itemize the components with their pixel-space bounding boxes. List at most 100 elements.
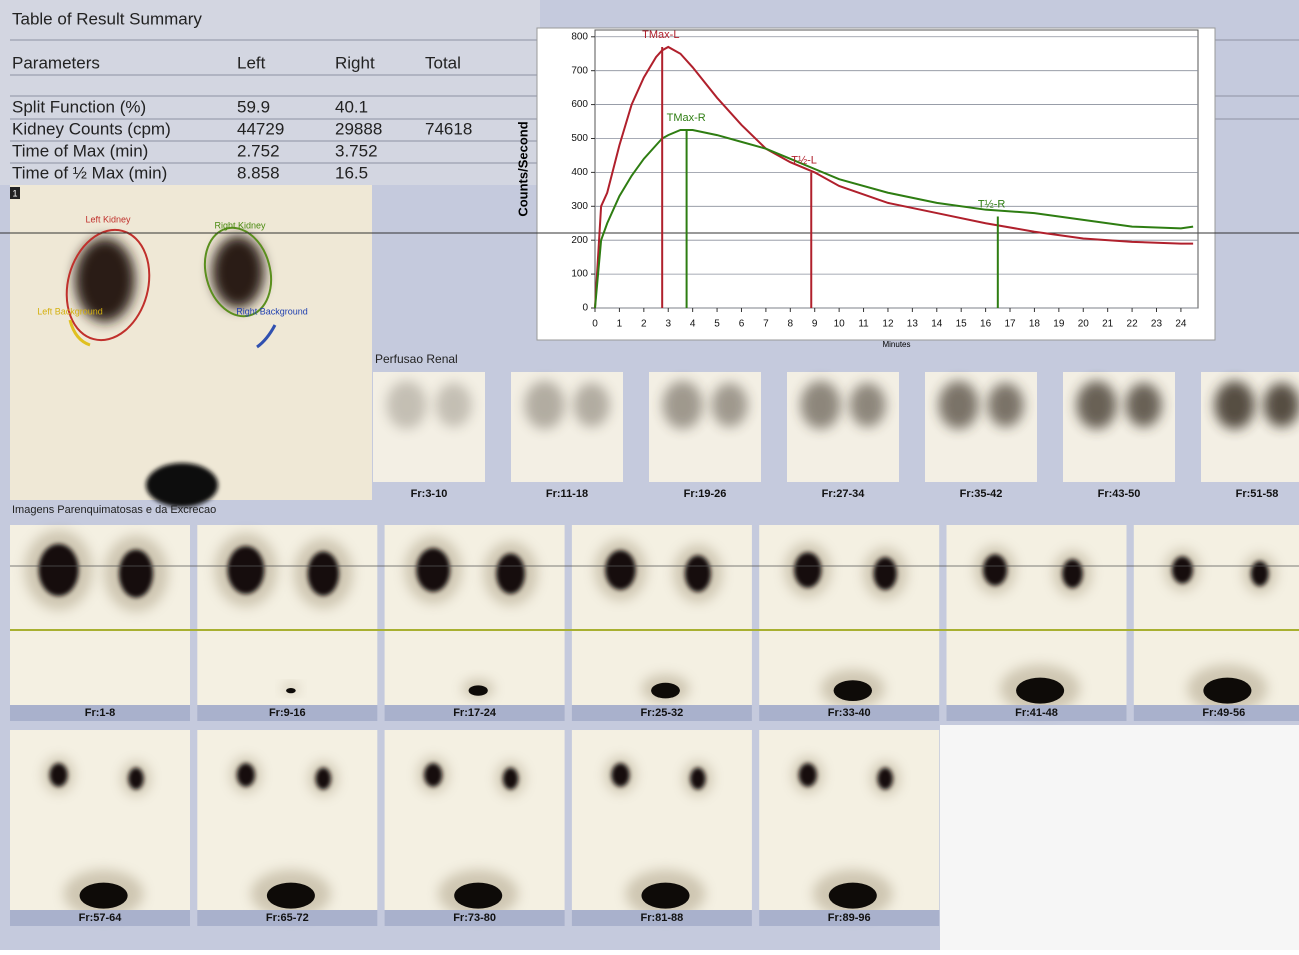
roi-image bbox=[10, 185, 372, 500]
y-axis-label: Counts/Second bbox=[515, 121, 530, 216]
excretion-frame bbox=[759, 525, 940, 721]
x-tick-label: 10 bbox=[834, 319, 846, 330]
kidney bbox=[662, 381, 703, 429]
thumbnail bbox=[373, 372, 485, 482]
y-tick-label: 800 bbox=[571, 31, 588, 42]
x-tick-label: 23 bbox=[1151, 319, 1163, 330]
kidney bbox=[611, 763, 630, 787]
excretion-frame bbox=[571, 525, 752, 721]
kidney bbox=[711, 383, 748, 427]
frame-label: Fr:65-72 bbox=[266, 912, 309, 924]
table-header: Total bbox=[425, 53, 461, 72]
x-tick-label: 2 bbox=[641, 319, 647, 330]
kidney bbox=[1263, 383, 1299, 427]
roi-label: Right Background bbox=[236, 306, 308, 316]
excretion-frame bbox=[384, 525, 565, 721]
marker-box bbox=[10, 187, 20, 199]
label-bar bbox=[1133, 705, 1299, 721]
frame-label: Fr:73-80 bbox=[453, 912, 496, 924]
kidney bbox=[684, 555, 711, 592]
table-cell: 8.858 bbox=[237, 163, 280, 182]
frame-label: Fr:25-32 bbox=[641, 707, 684, 719]
x-tick-label: 4 bbox=[690, 319, 696, 330]
thumbnail bbox=[511, 372, 623, 482]
x-tick-label: 13 bbox=[907, 319, 919, 330]
kidney bbox=[1250, 561, 1269, 587]
kidney bbox=[524, 381, 565, 429]
kidney bbox=[1214, 381, 1255, 429]
kidney bbox=[38, 544, 79, 596]
y-tick-label: 700 bbox=[571, 65, 588, 76]
frame-label: Fr:9-16 bbox=[269, 707, 306, 719]
excretion-frame bbox=[1133, 525, 1299, 721]
kidney bbox=[128, 767, 144, 790]
kidney bbox=[938, 381, 979, 429]
perfusion-frame bbox=[1201, 372, 1299, 482]
frame-label: Fr:89-96 bbox=[828, 912, 871, 924]
perfusion-frame bbox=[511, 372, 623, 482]
thumbnail bbox=[649, 372, 761, 482]
series-line bbox=[594, 129, 1194, 309]
x-tick-label: 11 bbox=[858, 319, 869, 330]
table-cell: 59.9 bbox=[237, 97, 270, 116]
x-tick-label: 3 bbox=[665, 319, 671, 330]
empty-area bbox=[940, 725, 1299, 950]
roi-label: Right Kidney bbox=[214, 220, 266, 230]
kidney bbox=[690, 767, 706, 790]
kidney bbox=[605, 550, 636, 590]
section-title: Perfusao Renal bbox=[375, 352, 458, 366]
chart-frame bbox=[536, 27, 1216, 341]
x-tick-label: 14 bbox=[931, 319, 943, 330]
x-axis-label: Minutes bbox=[882, 340, 910, 349]
frame-label: Fr:35-42 bbox=[960, 488, 1003, 500]
kidney bbox=[1125, 383, 1162, 427]
roi-label: Left Kidney bbox=[85, 214, 131, 224]
x-tick-label: 16 bbox=[980, 319, 992, 330]
frame-label: Fr:19-26 bbox=[684, 488, 727, 500]
bladder bbox=[266, 882, 315, 909]
table-cell: Split Function (%) bbox=[12, 97, 146, 116]
label-bar bbox=[10, 705, 190, 721]
roi-label: Left Background bbox=[37, 306, 103, 316]
kidney bbox=[573, 383, 610, 427]
perfusion-frame bbox=[649, 372, 761, 482]
kidney bbox=[798, 763, 817, 787]
table-cell: 16.5 bbox=[335, 163, 368, 182]
table-cell: 2.752 bbox=[237, 141, 280, 160]
bladder bbox=[286, 688, 296, 694]
y-tick-label: 500 bbox=[571, 133, 588, 144]
excretion-frame bbox=[384, 730, 565, 926]
frame-label: Fr:33-40 bbox=[828, 707, 871, 719]
bladder bbox=[79, 882, 128, 909]
y-tick-label: 100 bbox=[571, 269, 588, 280]
table-cell: Kidney Counts (cpm) bbox=[12, 119, 171, 138]
table-cell: 3.752 bbox=[335, 141, 378, 160]
x-tick-label: 20 bbox=[1078, 319, 1090, 330]
kidney bbox=[416, 548, 451, 592]
table-cell: Time of ½ Max (min) bbox=[12, 163, 167, 182]
kidney bbox=[987, 383, 1024, 427]
frame-label: Fr:11-18 bbox=[546, 488, 588, 500]
x-tick-label: 5 bbox=[714, 319, 720, 330]
bladder bbox=[1016, 677, 1065, 704]
bladder bbox=[468, 685, 488, 696]
frame-label: Fr:49-56 bbox=[1202, 707, 1245, 719]
x-tick-label: 24 bbox=[1175, 319, 1187, 330]
thumbnail bbox=[1063, 372, 1175, 482]
kidney bbox=[49, 763, 68, 787]
table-title: Table of Result Summary bbox=[12, 9, 202, 28]
annotation-label: TMax-R bbox=[667, 112, 706, 124]
label-bar bbox=[384, 910, 565, 926]
table-cell: 40.1 bbox=[335, 97, 368, 116]
perfusion-frame bbox=[373, 372, 485, 482]
table-header: Left bbox=[237, 53, 266, 72]
table-header: Parameters bbox=[12, 53, 100, 72]
x-tick-label: 9 bbox=[812, 319, 818, 330]
table-cell: Time of Max (min) bbox=[12, 141, 148, 160]
kidney bbox=[794, 552, 822, 588]
thumbnail bbox=[787, 372, 899, 482]
x-tick-label: 1 bbox=[617, 319, 623, 330]
frame-label: Fr:27-34 bbox=[822, 488, 866, 500]
kidney bbox=[983, 554, 1008, 586]
